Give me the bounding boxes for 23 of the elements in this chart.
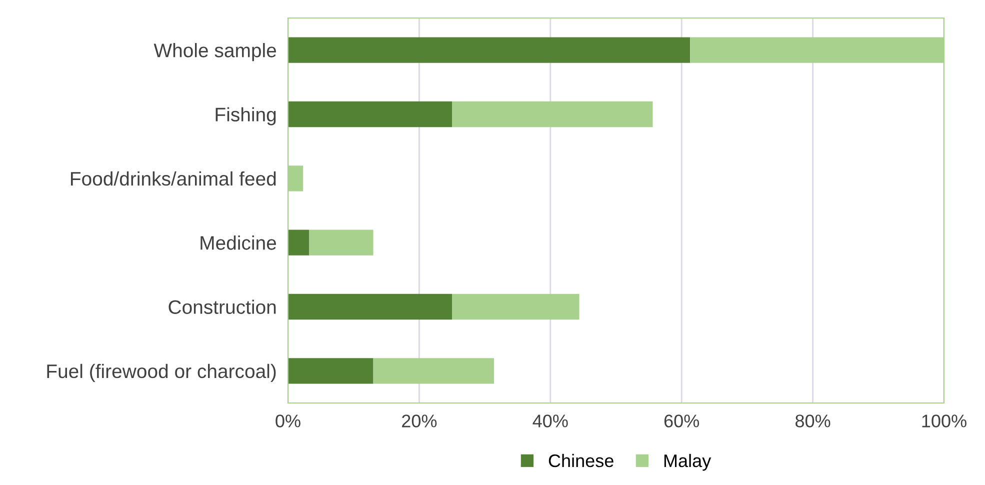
y-tick-label: Fuel (firewood or charcoal) [47,364,276,382]
bar [288,294,452,320]
x-tick-label: 60% [664,414,700,428]
y-tick-label: Construction [168,300,276,314]
bar [308,230,374,256]
bar [452,294,580,320]
bar [288,37,690,63]
y-tick-label: Food/drinks/animal feed [70,171,276,186]
y-tick-label: Whole sample [154,43,276,62]
legend-label: Malay [664,454,712,471]
x-tick-label: 20% [402,414,437,428]
x-tick-label: 80% [796,414,830,428]
bar [452,101,653,128]
bar [288,230,309,256]
y-tick-label: Fishing [216,107,276,126]
x-tick-label: 40% [532,414,568,428]
bar [373,358,494,384]
legend-label: Chinese [548,454,614,468]
y-tick-label: Medicine [200,236,276,250]
bar [288,101,452,128]
x-tick-label: 100% [922,414,966,428]
x-tick-label: 0% [276,414,300,428]
bar [288,358,374,384]
